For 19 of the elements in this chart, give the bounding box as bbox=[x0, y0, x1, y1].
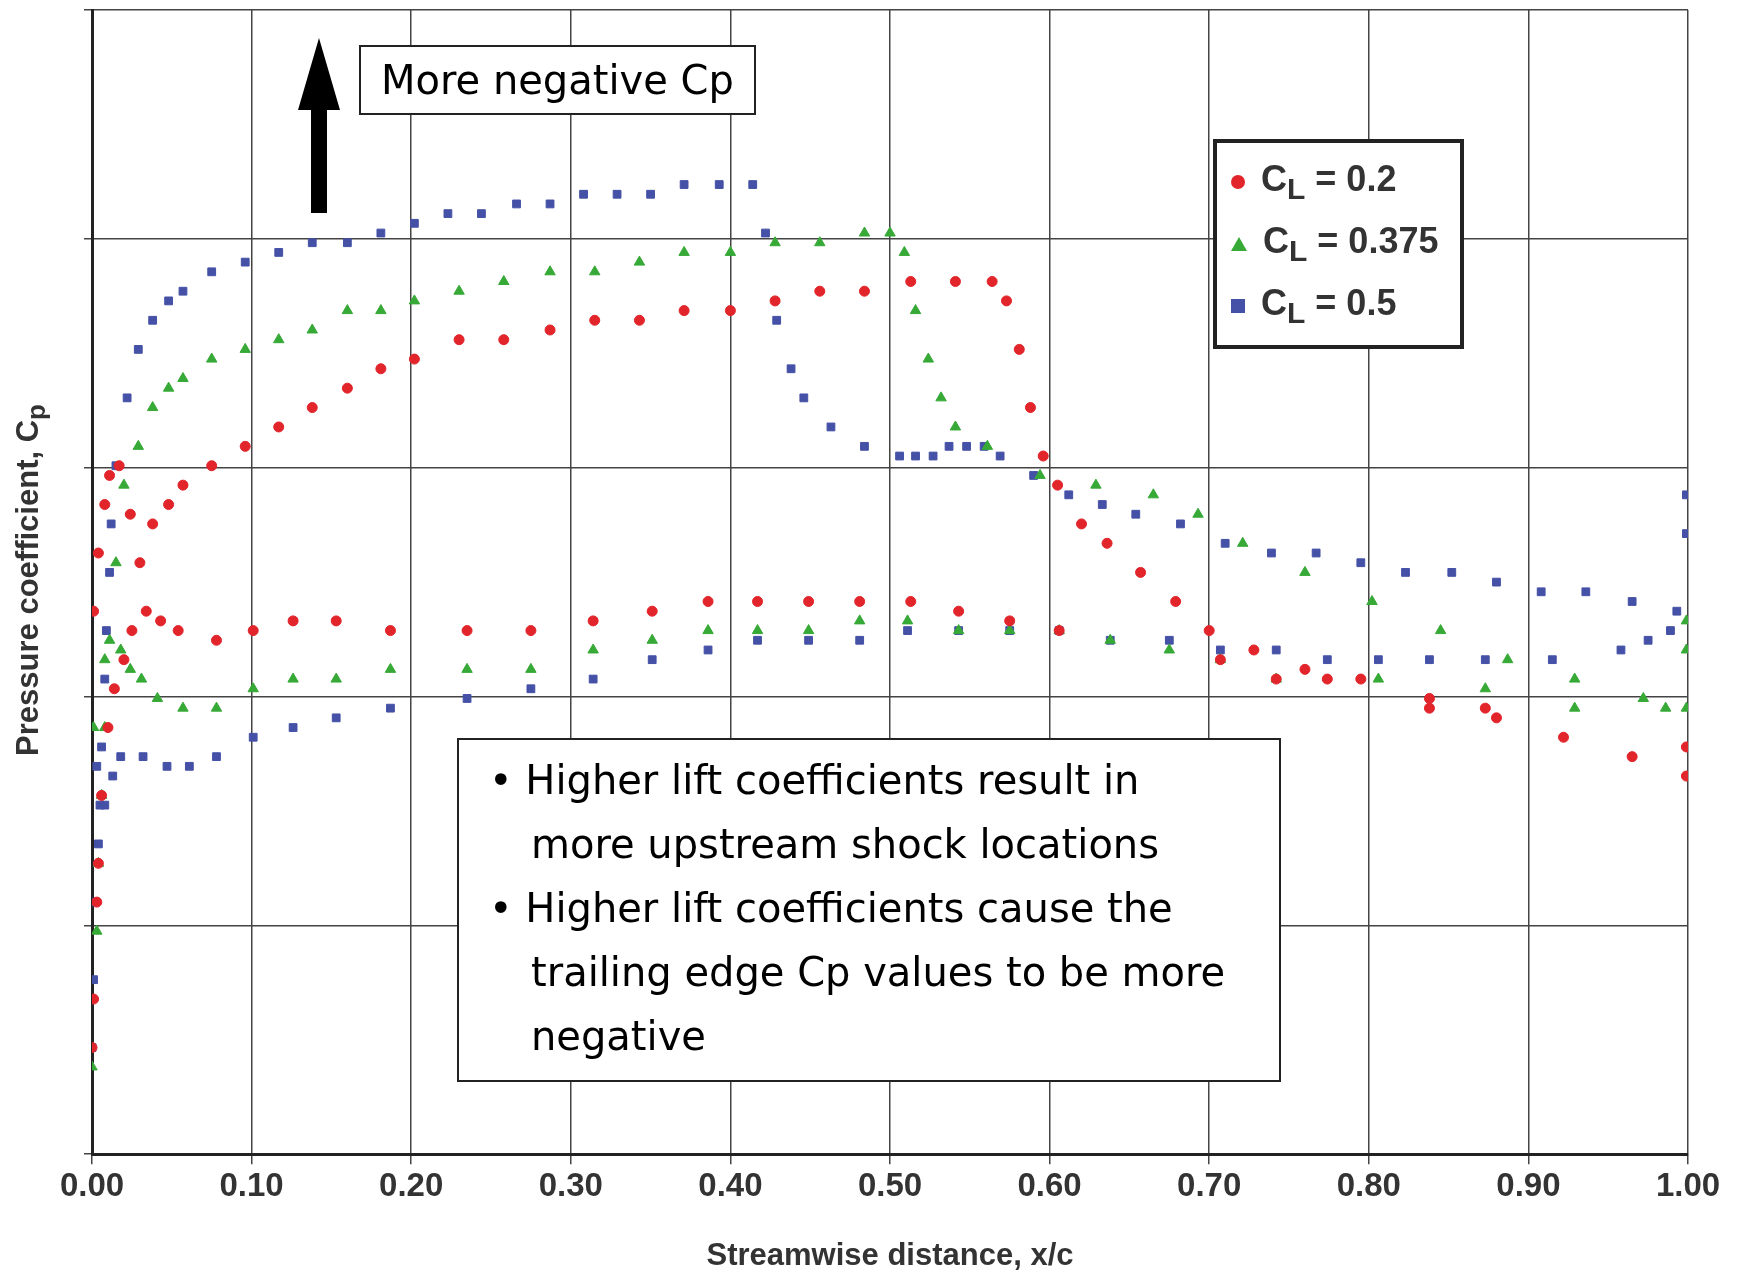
x-axis-title: Streamwise distance, x/c bbox=[706, 1236, 1074, 1272]
x-tick-label: 0.60 bbox=[1017, 1166, 1082, 1204]
x-tick-label: 0.30 bbox=[538, 1166, 603, 1204]
legend-label: C$_{L}$ = 0.5 bbox=[1261, 281, 1397, 331]
x-tick-label: 0.70 bbox=[1177, 1166, 1242, 1204]
text-box: More negative Cp bbox=[359, 45, 756, 115]
x-tick-label: 0.80 bbox=[1336, 1166, 1401, 1204]
legend-label: C$_{L}$ = 0.375 bbox=[1263, 219, 1439, 269]
text-box: • Higher lift coefficients result in more upstream shock locations • Higher lift coefficients cause the trailing edge Cp values to be more negative bbox=[457, 738, 1281, 1082]
x-tick-label: 0.00 bbox=[59, 1166, 125, 1204]
annotation: • Higher lift coefficients cause the trailing edge Cp values to be more negative bbox=[489, 884, 1227, 1061]
annotation: • Higher lift coefficients result in more upstream shock locations bbox=[489, 756, 1161, 869]
legend-label: C$_{L}$ = 0.2 bbox=[1261, 157, 1397, 207]
x-tick-label: 0.50 bbox=[857, 1166, 923, 1204]
x-tick-label: 0.10 bbox=[219, 1166, 284, 1204]
x-tick-label: 1.00 bbox=[1655, 1166, 1721, 1204]
x-tick-label: 0.20 bbox=[379, 1166, 444, 1204]
x-tick-label: 0.40 bbox=[698, 1166, 763, 1204]
x-tick-label: 0.90 bbox=[1496, 1166, 1561, 1204]
